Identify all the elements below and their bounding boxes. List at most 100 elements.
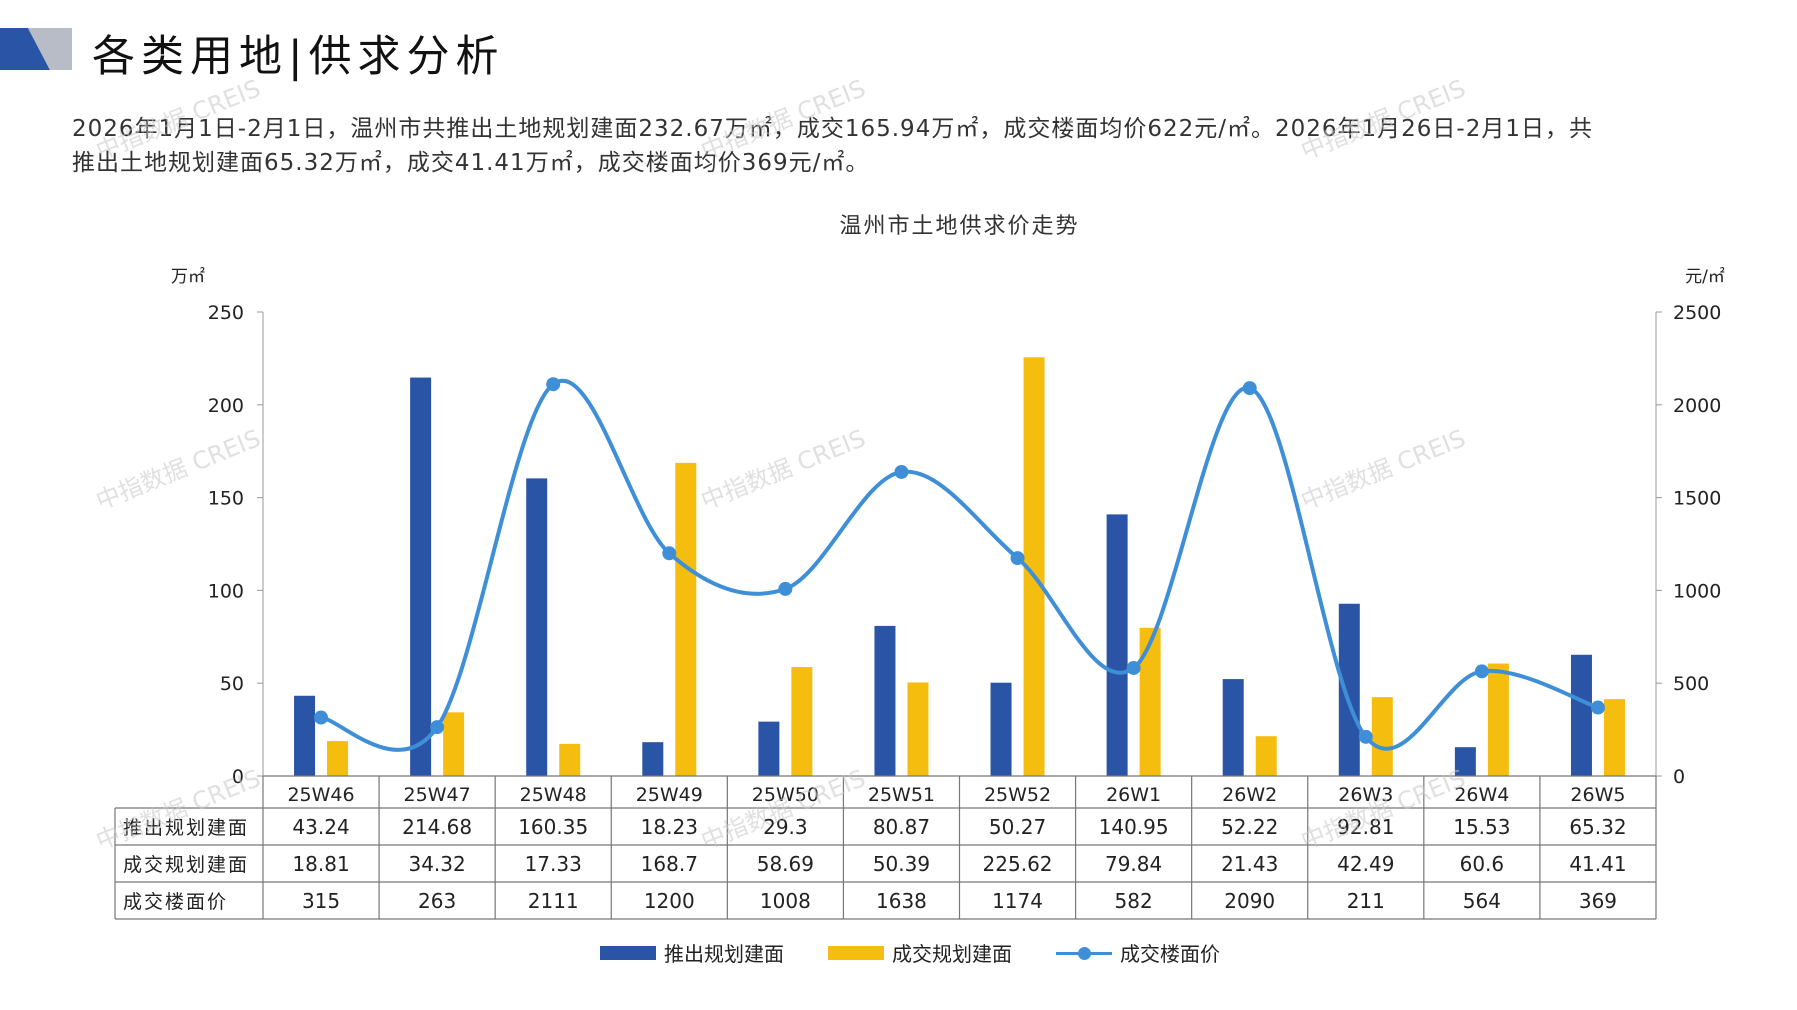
price-point	[778, 581, 793, 596]
data-label: 43.24	[292, 815, 349, 839]
data-label: 160.35	[518, 815, 588, 839]
data-label: 263	[418, 889, 456, 913]
x-tick-label: 26W5	[1570, 784, 1625, 806]
data-label: 34.32	[408, 852, 465, 876]
bar-supply	[1222, 679, 1244, 776]
bar-supply	[1338, 603, 1360, 776]
x-tick-label: 25W50	[752, 784, 819, 806]
price-point	[1242, 381, 1257, 396]
legend-item-deal: 成交规划建面	[828, 938, 1012, 967]
summary-line-1: 2026年1月1日-2月1日，温州市共推出土地规划建面232.67万㎡，成交16…	[72, 116, 1593, 142]
data-label: 15.53	[1453, 815, 1510, 839]
left-tick-label: 50	[220, 673, 244, 695]
left-axis-unit: 万㎡	[171, 267, 205, 287]
data-label: 42.49	[1337, 852, 1394, 876]
table-row-header: 成交楼面价	[123, 891, 228, 913]
data-label: 225.62	[983, 852, 1053, 876]
x-tick-label: 26W2	[1222, 784, 1277, 806]
data-label: 369	[1579, 889, 1617, 913]
right-tick-label: 2500	[1673, 302, 1721, 324]
price-point	[894, 464, 909, 479]
x-tick-label: 26W3	[1338, 784, 1393, 806]
price-point	[546, 377, 561, 392]
legend-label-deal: 成交规划建面	[892, 942, 1012, 966]
x-tick-label: 25W49	[636, 784, 703, 806]
left-tick-label: 100	[208, 580, 244, 602]
data-label: 18.81	[292, 852, 349, 876]
bar-deal	[443, 712, 465, 776]
data-label: 582	[1115, 889, 1153, 913]
data-label: 211	[1347, 889, 1385, 913]
data-label: 52.22	[1221, 815, 1278, 839]
bar-deal	[1139, 627, 1161, 776]
summary-text: 2026年1月1日-2月1日，温州市共推出土地规划建面232.67万㎡，成交16…	[72, 112, 1732, 180]
bar-deal	[327, 741, 349, 776]
bar-deal	[1603, 699, 1625, 776]
x-tick-label: 26W1	[1106, 784, 1161, 806]
bar-deal	[791, 667, 813, 776]
left-tick-label: 150	[208, 488, 244, 510]
legend-item-supply: 推出规划建面	[600, 938, 784, 967]
bar-supply	[642, 742, 664, 776]
legend-swatch-price	[1056, 946, 1112, 960]
bar-deal	[1023, 357, 1045, 776]
x-tick-label: 25W52	[984, 784, 1051, 806]
data-label: 50.27	[989, 815, 1046, 839]
data-label: 2111	[528, 889, 579, 913]
legend-item-price: 成交楼面价	[1056, 938, 1220, 967]
x-tick-label: 26W4	[1454, 784, 1509, 806]
data-label: 564	[1463, 889, 1501, 913]
bar-supply	[410, 377, 432, 776]
data-label: 50.39	[873, 852, 930, 876]
bar-supply	[294, 695, 316, 776]
logo-icon	[0, 28, 72, 70]
x-tick-label: 25W48	[520, 784, 587, 806]
data-label: 58.69	[757, 852, 814, 876]
data-label: 140.95	[1099, 815, 1169, 839]
price-point	[430, 720, 445, 735]
legend-label-price: 成交楼面价	[1120, 942, 1220, 966]
data-label: 79.84	[1105, 852, 1162, 876]
legend-label-supply: 推出规划建面	[664, 942, 784, 966]
bar-supply	[1106, 514, 1128, 776]
bar-supply	[874, 625, 896, 776]
price-point	[1010, 551, 1025, 566]
data-label: 80.87	[873, 815, 930, 839]
bar-deal	[1487, 663, 1509, 776]
price-point	[662, 546, 677, 561]
right-axis-unit: 元/㎡	[1685, 267, 1725, 287]
table-row-header: 推出规划建面	[123, 817, 249, 839]
price-point	[1590, 700, 1605, 715]
bar-deal	[1255, 736, 1277, 776]
table-row-header: 成交规划建面	[123, 854, 249, 876]
left-tick-label: 250	[208, 302, 244, 324]
price-line	[320, 379, 1599, 752]
chart-legend: 推出规划建面 成交规划建面 成交楼面价	[600, 938, 1220, 967]
data-label: 1174	[992, 889, 1043, 913]
data-label: 1200	[644, 889, 695, 913]
data-label: 29.3	[763, 815, 808, 839]
price-point	[1358, 729, 1373, 744]
bar-supply	[1454, 747, 1476, 776]
right-tick-label: 500	[1673, 673, 1709, 695]
bar-supply	[526, 478, 548, 776]
data-label: 17.33	[525, 852, 582, 876]
price-point	[1474, 664, 1489, 679]
legend-swatch-supply	[600, 945, 656, 960]
bar-deal	[1371, 697, 1393, 776]
data-label: 92.81	[1337, 815, 1394, 839]
legend-swatch-deal	[828, 945, 884, 960]
bar-deal	[907, 682, 929, 776]
x-tick-label: 25W46	[287, 784, 354, 806]
page-title: 各类用地|供求分析	[92, 32, 505, 82]
right-tick-label: 0	[1673, 766, 1685, 788]
data-label: 41.41	[1569, 852, 1626, 876]
summary-line-2: 推出土地规划建面65.32万㎡，成交41.41万㎡，成交楼面均价369元/㎡。	[72, 150, 870, 176]
data-label: 2090	[1224, 889, 1275, 913]
bar-supply	[1570, 654, 1592, 776]
right-tick-label: 1000	[1673, 580, 1721, 602]
data-label: 168.7	[641, 852, 698, 876]
x-tick-label: 25W47	[404, 784, 471, 806]
left-tick-label: 0	[232, 766, 244, 788]
